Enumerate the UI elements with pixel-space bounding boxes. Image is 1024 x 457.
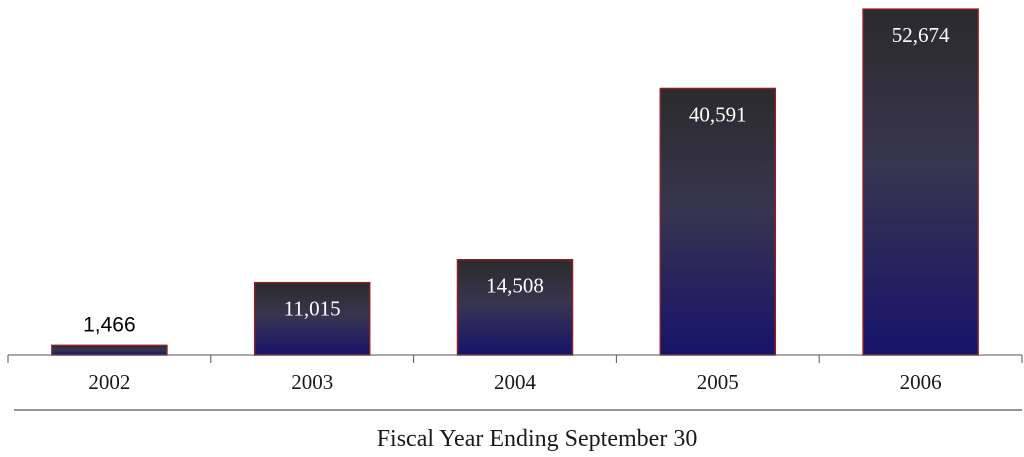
value-label-2004: 14,508 — [486, 274, 544, 298]
bar-2003 — [253, 281, 371, 356]
x-tick-label-2004: 2004 — [494, 370, 537, 394]
bar-2006 — [862, 8, 979, 356]
value-labels-group: 1,466 11,015 14,508 40,591 52,674 — [83, 23, 950, 336]
x-tick-label-2005: 2005 — [697, 370, 739, 394]
value-label-2002: 1,466 — [83, 313, 136, 336]
value-label-2006: 52,674 — [892, 23, 950, 47]
bar-2002 — [51, 344, 168, 356]
x-axis-label: Fiscal Year Ending September 30 — [377, 426, 698, 452]
value-label-2003: 11,015 — [284, 297, 341, 321]
x-ticks-group — [7, 355, 1023, 363]
bar-2004 — [456, 258, 574, 356]
x-tick-label-2002: 2002 — [88, 370, 130, 394]
x-tick-labels-group: 2002 2003 2004 2005 2006 — [88, 370, 941, 394]
x-tick-label-2003: 2003 — [291, 370, 333, 394]
bar-2005 — [659, 87, 777, 356]
value-label-2005: 40,591 — [689, 102, 747, 126]
x-tick-label-2006: 2006 — [900, 370, 942, 394]
bars-group — [51, 8, 979, 356]
